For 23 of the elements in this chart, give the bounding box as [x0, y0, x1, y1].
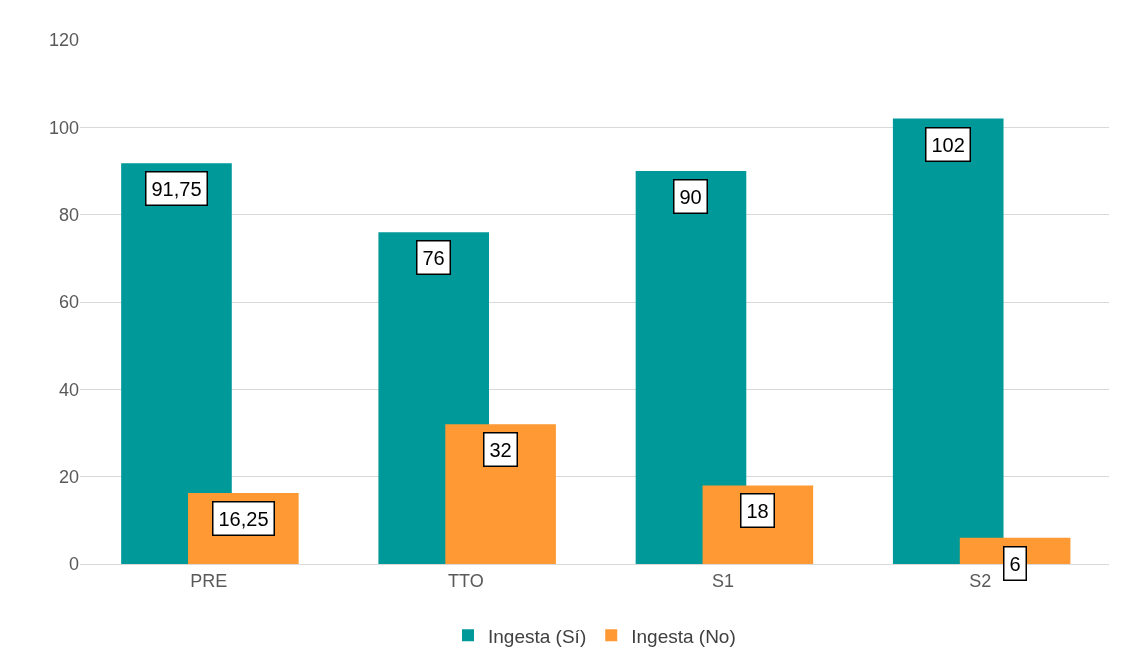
y-tick-label: 80: [58, 204, 79, 225]
data-label: 76: [422, 246, 445, 269]
bar: [445, 424, 556, 564]
data-label: 32: [489, 438, 512, 461]
legend-label: Ingesta (Sí): [488, 625, 587, 647]
data-label: 91,75: [151, 177, 202, 200]
x-tick-label: S2: [969, 570, 992, 591]
legend-label: Ingesta (No): [631, 625, 736, 647]
y-tick-label: 60: [58, 292, 79, 313]
data-label: 90: [679, 185, 702, 208]
data-label: 18: [746, 499, 769, 522]
y-tick-label: 20: [58, 466, 79, 487]
y-tick-label: 40: [58, 379, 79, 400]
y-tick-label: 120: [48, 30, 79, 51]
y-tick-label: 0: [68, 554, 79, 575]
data-label: 102: [931, 133, 965, 156]
x-tick-label: TTO: [448, 570, 484, 591]
x-tick-label: PRE: [190, 570, 228, 591]
x-tick-label: S1: [712, 570, 735, 591]
data-label: 16,25: [218, 507, 269, 530]
bar: [892, 118, 1004, 564]
y-tick-label: 100: [48, 117, 79, 138]
data-label: 6: [1009, 552, 1021, 575]
